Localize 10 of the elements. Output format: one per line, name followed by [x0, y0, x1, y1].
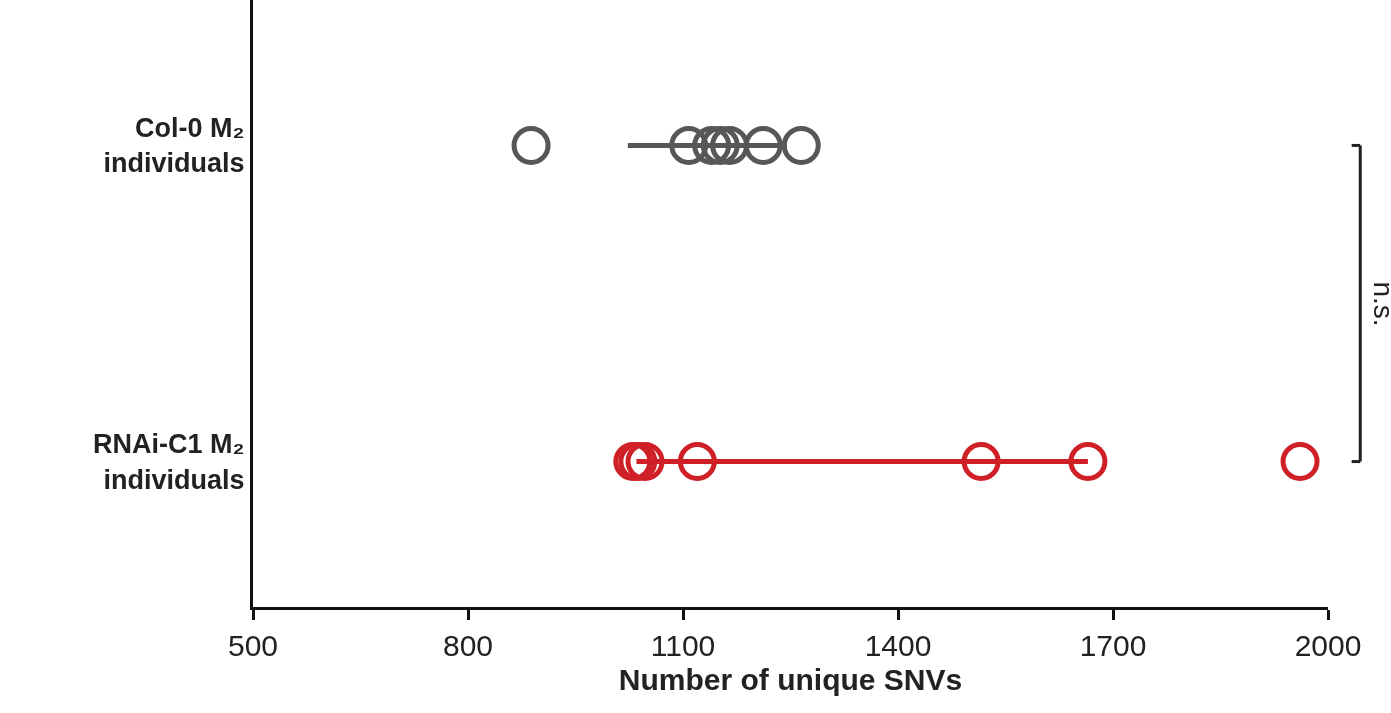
x-tick-label: 500	[227, 629, 279, 662]
x-axis-title: Number of unique SNVs	[618, 662, 963, 696]
x-tick-label: 1400	[864, 629, 932, 662]
y-tick-label: Col-0 M₂ individuals	[103, 113, 245, 179]
x-tick-label: 800	[442, 629, 494, 662]
x-tick-label: 2000	[1294, 629, 1362, 662]
y-tick-label: RNAi-C1 M₂ individuals	[93, 429, 245, 495]
x-tick-label: 1100	[650, 629, 716, 662]
x-tick-label: 1700	[1079, 629, 1147, 662]
text: n.s.	[1367, 281, 1391, 327]
